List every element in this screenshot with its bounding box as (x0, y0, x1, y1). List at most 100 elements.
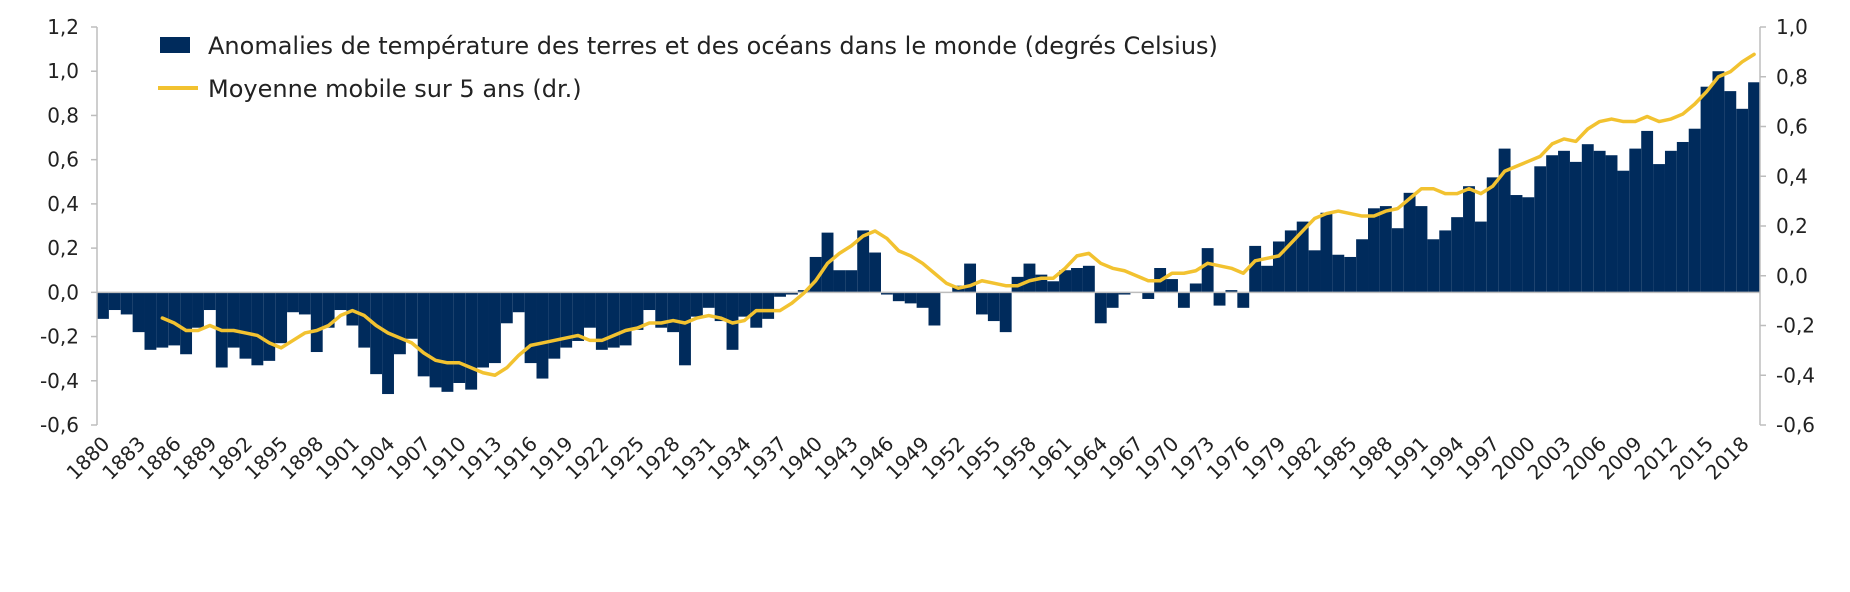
bar (536, 292, 549, 379)
legend-bar-swatch (160, 37, 190, 53)
bar (429, 292, 442, 388)
bar (643, 292, 656, 311)
left-tick-label: 0,8 (47, 103, 79, 127)
bar (1308, 250, 1321, 293)
bar (1641, 130, 1654, 293)
bar (690, 292, 703, 317)
bar (702, 292, 715, 308)
bar (1261, 265, 1273, 293)
bar (1189, 283, 1202, 293)
bar (239, 292, 252, 359)
bar (1272, 241, 1285, 293)
bar (987, 292, 1000, 322)
bar (869, 252, 881, 293)
bar (203, 292, 216, 311)
left-tick-label: 1,2 (47, 15, 79, 39)
bar (1748, 82, 1760, 293)
right-tick-label: 0,4 (1776, 164, 1808, 188)
left-tick-label: 0,6 (47, 148, 79, 172)
bar (120, 292, 133, 315)
bar (1059, 270, 1072, 293)
bar (1118, 292, 1131, 295)
bar (892, 292, 905, 302)
bar (1071, 268, 1083, 293)
bar (1569, 161, 1582, 293)
bar (512, 292, 525, 313)
bar (156, 292, 169, 348)
bar (1605, 155, 1618, 293)
bar (453, 292, 466, 383)
right-tick-label: 0,8 (1776, 65, 1808, 89)
bar (1676, 141, 1689, 293)
bar (358, 292, 371, 348)
bar (1629, 148, 1642, 293)
bar (560, 292, 573, 348)
bar (1546, 155, 1559, 293)
bar (1035, 274, 1048, 293)
left-tick-label: -0,4 (40, 369, 79, 393)
bar (1082, 265, 1095, 293)
bar (334, 292, 347, 311)
bar (298, 292, 311, 315)
left-tick-label: 1,0 (47, 59, 79, 83)
bar (738, 292, 751, 317)
bar (500, 292, 513, 324)
bar (1023, 263, 1036, 293)
bar (1415, 206, 1428, 293)
bar (785, 292, 798, 295)
bar (631, 292, 644, 330)
bar (726, 292, 739, 350)
x-axis-ticks: 1880188318861889189218951898190119041907… (62, 432, 1754, 485)
bar (1463, 186, 1475, 293)
right-tick-label: 0,0 (1776, 264, 1808, 288)
right-tick-label: -0,2 (1776, 314, 1815, 338)
bar (809, 256, 822, 293)
bar (1213, 292, 1226, 306)
bar (488, 292, 501, 364)
bar-series (97, 71, 1760, 395)
right-tick-label: 0,2 (1776, 214, 1808, 238)
bar (1558, 150, 1570, 293)
bar (168, 292, 181, 346)
bar (1344, 256, 1357, 293)
bar (1581, 144, 1594, 293)
bar (584, 292, 596, 328)
bar (1356, 239, 1369, 293)
legend: Anomalies de température des terres et d… (158, 32, 1218, 103)
bar (1498, 148, 1511, 293)
right-tick-label: -0,6 (1776, 413, 1815, 437)
bar (1320, 212, 1333, 293)
bar (1368, 208, 1380, 293)
bar (1736, 108, 1749, 293)
bar (1403, 192, 1416, 293)
bar (97, 292, 109, 319)
bar (1688, 128, 1701, 293)
bar (1284, 230, 1297, 293)
bar (275, 292, 288, 344)
bar (1724, 91, 1737, 293)
bar (1700, 86, 1713, 293)
bar (441, 292, 454, 392)
bar (382, 292, 394, 395)
bar (880, 292, 893, 295)
right-tick-label: -0,4 (1776, 363, 1815, 387)
bar (679, 292, 691, 366)
bar (1379, 206, 1392, 293)
legend-bar-label: Anomalies de température des terres et d… (208, 32, 1218, 60)
bar (405, 292, 418, 339)
bar (251, 292, 264, 366)
left-tick-label: -0,6 (40, 413, 79, 437)
bar (964, 263, 977, 293)
bar (132, 292, 145, 333)
bar (1439, 230, 1452, 293)
bar (655, 292, 668, 328)
bar (192, 292, 204, 328)
bar (108, 292, 121, 311)
bar (999, 292, 1012, 333)
moving-average-line (160, 52, 1756, 377)
bar (477, 292, 489, 368)
bar (845, 270, 858, 293)
bar (976, 292, 988, 315)
